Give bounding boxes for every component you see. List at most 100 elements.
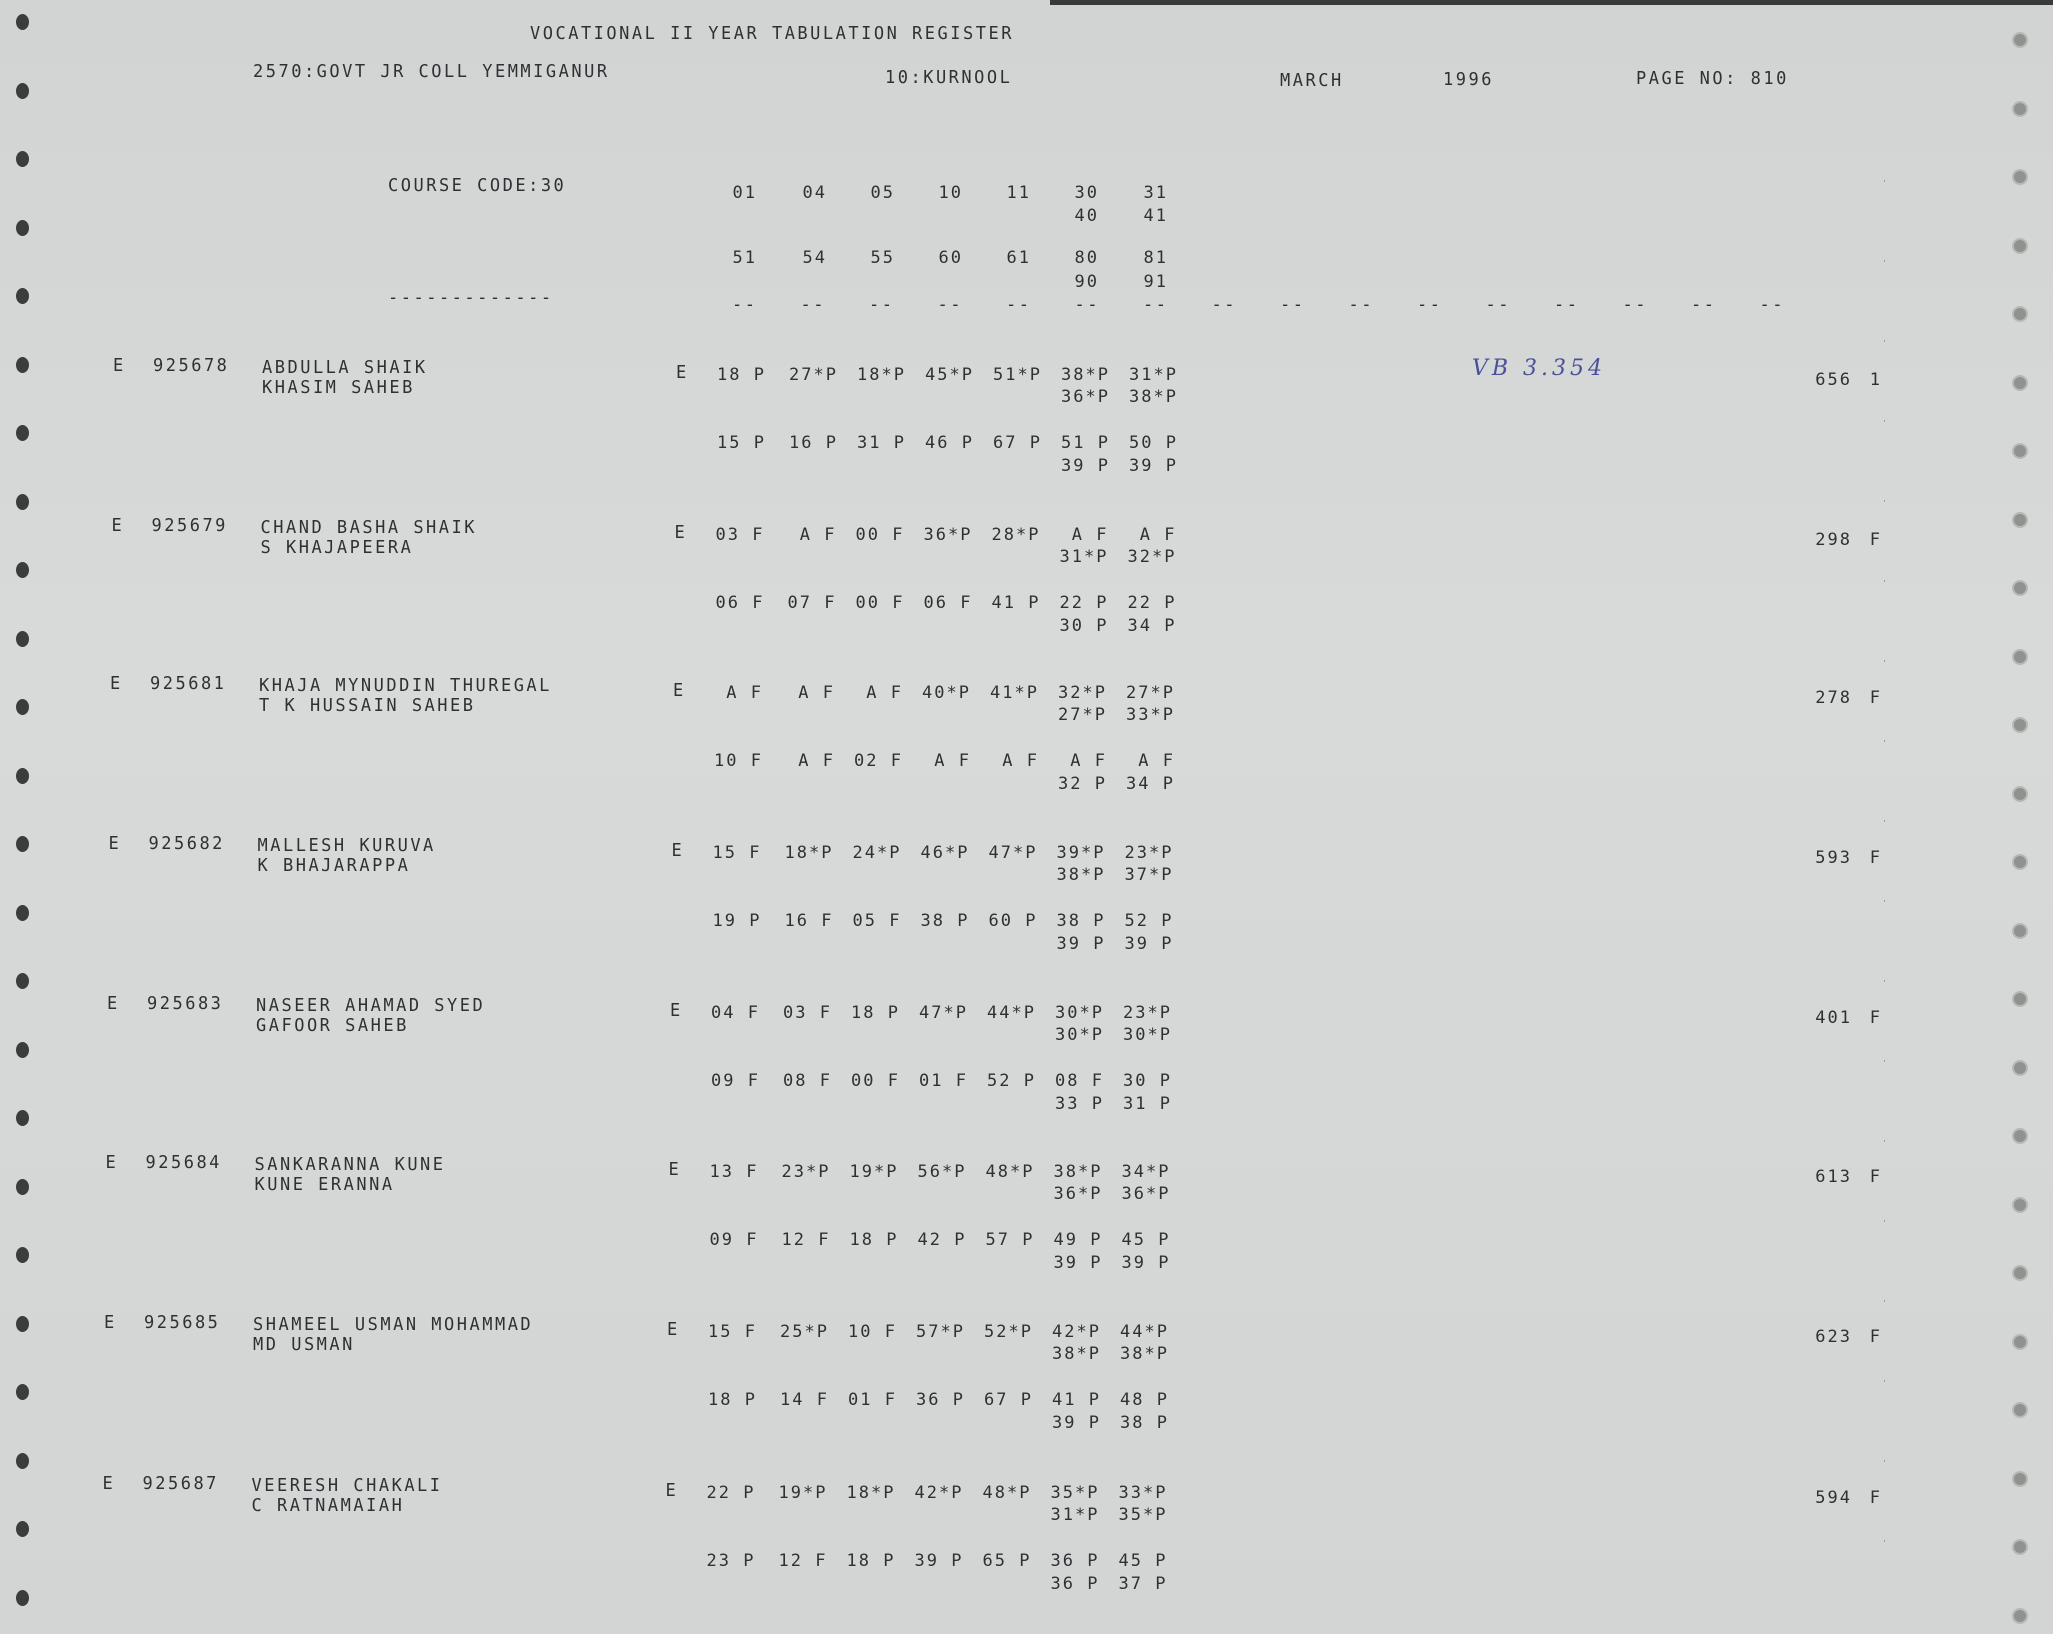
mark: 39 P — [1053, 1253, 1103, 1273]
column-separator: -- — [1280, 294, 1306, 316]
mark: 31*P — [1129, 365, 1178, 385]
mark: 30 P — [1123, 1071, 1172, 1091]
feed-hole-icon — [16, 562, 29, 578]
mark: 22 P — [706, 1483, 756, 1503]
column-separator: -- — [1622, 294, 1648, 316]
perforation-line — [1884, 120, 1885, 1600]
mark: 23*P — [1124, 843, 1174, 863]
feed-hole-icon — [16, 1452, 29, 1469]
roll-number: 925683 — [147, 993, 224, 1015]
mark: 31*P — [1050, 1505, 1100, 1525]
mark: 38*P — [1056, 865, 1106, 885]
column-separator: -- — [1554, 294, 1580, 316]
result: F — [1869, 688, 1882, 708]
father-name: GAFOOR SAHEB — [256, 1015, 409, 1037]
student-name: SHAMEEL USMAN MOHAMMAD — [253, 1314, 534, 1336]
mark: 36 P — [916, 1390, 965, 1410]
mark: 50 P — [1129, 433, 1178, 453]
mark: 24*P — [852, 843, 902, 863]
feed-hole-icon — [2012, 306, 2028, 322]
column-separator: -- — [800, 294, 826, 316]
marks-flag: E — [671, 840, 685, 862]
feed-hole-icon — [2012, 1470, 2028, 1487]
mark: A F — [934, 751, 971, 771]
mark: A F — [726, 683, 763, 703]
student-name: ABDULLA SHAIK — [262, 357, 428, 379]
feed-hole-icon — [2012, 511, 2028, 528]
mark: 40*P — [922, 683, 971, 703]
feed-hole-icon — [16, 82, 29, 99]
mark: 44*P — [987, 1003, 1036, 1023]
mark: 08 F — [1055, 1071, 1104, 1091]
feed-hole-icon — [2012, 1333, 2028, 1350]
column-separator: -- — [1691, 294, 1717, 316]
feed-hole-icon — [16, 767, 29, 784]
mark: 38 P — [1056, 911, 1106, 931]
mark: 41 P — [1052, 1390, 1101, 1410]
mark: 36*P — [1121, 1184, 1171, 1204]
subject-code: 55 — [870, 248, 895, 268]
mark: 30*P — [1123, 1025, 1172, 1045]
handwritten-annotation: VB 3.354 — [1472, 356, 1607, 381]
mark: 48*P — [982, 1483, 1032, 1503]
mark: 38*P — [1053, 1162, 1103, 1182]
mark: 46 P — [925, 433, 974, 453]
feed-hole-icon — [16, 1247, 29, 1263]
mark: 31 P — [1123, 1094, 1172, 1114]
mark: 38 P — [1120, 1413, 1169, 1433]
mark: 23*P — [1123, 1003, 1172, 1023]
mark: 06 F — [715, 593, 765, 613]
mark: A F — [1071, 525, 1109, 545]
total-marks: 623 — [1815, 1327, 1852, 1347]
mark: 67 P — [993, 433, 1042, 453]
mark: 36*P — [1053, 1184, 1103, 1204]
mark: 33*P — [1126, 705, 1175, 725]
feed-hole-icon — [16, 356, 29, 373]
mark: 09 F — [709, 1230, 759, 1250]
mark: 18 P — [708, 1390, 757, 1410]
column-separator: -- — [1485, 294, 1511, 316]
mark: 39 P — [1056, 934, 1106, 954]
mark: 38 P — [920, 911, 970, 931]
record-flag: E — [107, 993, 120, 1015]
column-separator: -- — [1211, 294, 1237, 316]
mark: 44*P — [1120, 1322, 1169, 1342]
college-name: 2570:GOVT JR COLL YEMMIGANUR — [253, 61, 610, 83]
roll-number: 925687 — [142, 1473, 219, 1495]
column-separator: -- — [1759, 294, 1785, 316]
feed-hole-icon — [16, 151, 29, 167]
student-name: SANKARANNA KUNE — [254, 1154, 446, 1176]
mark: 09 F — [711, 1071, 760, 1091]
exam-month: MARCH — [1280, 70, 1344, 92]
page-number: PAGE NO: 810 — [1636, 68, 1789, 90]
feed-hole-icon — [2012, 1607, 2028, 1624]
column-separator: -- — [1143, 294, 1169, 316]
mark: 30 P — [1059, 616, 1109, 636]
record-flag: E — [104, 1312, 117, 1334]
mark: 19*P — [778, 1483, 828, 1503]
subject-code: 31 — [1143, 183, 1168, 203]
subject-code: 41 — [1143, 206, 1168, 226]
column-separator: -- — [869, 294, 895, 316]
student-name: KHAJA MYNUDDIN THUREGAL — [259, 675, 552, 697]
mark: 36 P — [1050, 1574, 1100, 1594]
mark: 38*P — [1120, 1344, 1169, 1364]
mark: 16 F — [784, 911, 834, 931]
total-marks: 656 — [1815, 370, 1852, 390]
mark: 02 F — [854, 751, 903, 771]
marks-flag: E — [670, 1000, 683, 1022]
total-marks: 613 — [1815, 1167, 1852, 1187]
feed-hole-icon — [2012, 1402, 2028, 1418]
mark: 32 P — [1058, 774, 1107, 794]
father-name: C RATNAMAIAH — [251, 1495, 405, 1517]
feed-hole-icon — [16, 1384, 29, 1400]
feed-hole-icon — [2012, 1196, 2028, 1213]
mark: 13 F — [709, 1162, 759, 1182]
mark: 42*P — [914, 1483, 964, 1503]
record-flag: E — [105, 1152, 119, 1174]
mark: 08 F — [783, 1071, 832, 1091]
feed-hole-icon — [2012, 1265, 2028, 1281]
mark: 18*P — [857, 365, 906, 385]
feed-hole-icon — [2012, 100, 2028, 117]
roll-number: 925685 — [144, 1312, 221, 1334]
